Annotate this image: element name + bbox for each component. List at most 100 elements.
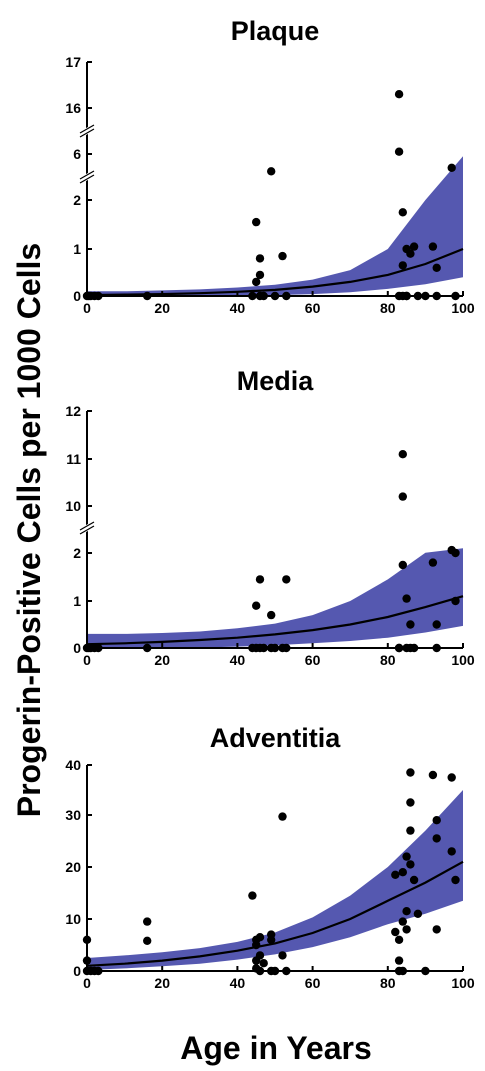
data-point — [398, 560, 407, 570]
data-point — [432, 620, 441, 629]
data-point — [252, 277, 261, 287]
fit-line — [86, 595, 464, 646]
y-axis-title: Progerin-Positive Cells per 1000 Cells — [11, 243, 47, 817]
panel-title: Media — [237, 366, 315, 396]
y-tick-label: 2 — [73, 545, 81, 561]
data-point — [278, 251, 287, 261]
x-tick-label: 80 — [380, 652, 396, 668]
y-tick-label: 12 — [65, 403, 81, 419]
data-point — [398, 450, 407, 459]
data-point — [255, 575, 265, 584]
data-point — [409, 242, 419, 251]
x-tick-label: 40 — [230, 975, 246, 991]
data-point — [259, 959, 268, 968]
data-point — [398, 492, 407, 501]
data-point — [398, 261, 407, 270]
data-point — [406, 826, 415, 835]
data-point — [252, 940, 261, 950]
panel-plaque: Plaque 0 1 2 6 16 17 0 20 40 60 80 100 — [65, 16, 474, 316]
y-tick-label: 17 — [65, 54, 81, 70]
x-tick-label: 0 — [83, 300, 91, 316]
data-point — [406, 860, 415, 869]
panel-adventitia: Adventitia 0 10 20 30 40 0 20 40 60 80 100 — [65, 723, 474, 991]
y-tick-label: 6 — [73, 146, 81, 162]
data-point — [447, 773, 456, 782]
data-point — [252, 217, 261, 227]
data-point — [451, 596, 460, 606]
data-point — [391, 927, 400, 937]
axis-break-mark — [78, 170, 96, 184]
data-point — [394, 956, 404, 965]
data-point — [143, 917, 152, 926]
confidence-band — [87, 790, 463, 970]
axis-break-mark — [78, 124, 96, 138]
data-point — [398, 917, 407, 926]
data-point — [143, 936, 152, 945]
data-point — [267, 935, 276, 944]
x-tick-label: 80 — [380, 975, 396, 991]
y-tick-label: 20 — [65, 859, 81, 875]
y-tick-label: 10 — [65, 911, 81, 927]
data-point — [391, 870, 400, 879]
data-point — [413, 909, 423, 918]
x-tick-label: 20 — [154, 300, 170, 316]
data-point — [432, 263, 441, 272]
panel-title: Adventitia — [210, 723, 342, 753]
data-point — [255, 951, 265, 960]
data-point — [428, 558, 438, 567]
data-point — [406, 798, 415, 807]
y-tick-label: 1 — [73, 241, 81, 257]
data-point — [252, 601, 261, 610]
x-tick-label: 60 — [305, 300, 321, 316]
x-tick-label: 0 — [83, 975, 91, 991]
confidence-band — [87, 156, 463, 296]
data-point — [451, 548, 460, 558]
data-point — [267, 610, 276, 620]
data-point — [394, 90, 404, 99]
x-tick-label: 20 — [154, 652, 170, 668]
x-tick-label: 0 — [83, 652, 91, 668]
panel-title: Plaque — [231, 16, 320, 46]
data-point — [255, 933, 265, 942]
data-point — [248, 891, 257, 900]
y-tick-label: 10 — [65, 498, 81, 514]
data-point — [406, 249, 415, 258]
data-point — [402, 852, 411, 861]
x-tick-label: 100 — [451, 652, 475, 668]
data-point — [255, 270, 265, 280]
x-tick-label: 20 — [154, 975, 170, 991]
data-point — [394, 935, 404, 944]
data-point — [447, 847, 456, 856]
data-point — [432, 816, 441, 825]
x-tick-label: 100 — [451, 975, 475, 991]
confidence-band — [87, 548, 463, 648]
data-point — [398, 208, 407, 217]
x-tick-label: 60 — [305, 652, 321, 668]
axis-break-mark — [78, 521, 96, 535]
data-point — [278, 951, 287, 960]
x-tick-label: 60 — [305, 975, 321, 991]
data-point — [451, 875, 460, 885]
y-tick-label: 0 — [73, 963, 81, 979]
x-tick-label: 80 — [380, 300, 396, 316]
data-point — [447, 163, 456, 172]
y-tick-label: 16 — [65, 100, 81, 116]
x-tick-label: 40 — [230, 300, 246, 316]
data-point — [278, 812, 287, 821]
y-tick-label: 40 — [65, 757, 81, 773]
y-tick-label: 30 — [65, 807, 81, 823]
x-tick-label: 100 — [451, 300, 475, 316]
data-point — [428, 770, 438, 780]
data-point — [282, 575, 291, 584]
y-tick-label: 1 — [73, 593, 81, 609]
x-axis-title: Age in Years — [180, 1030, 372, 1066]
data-point — [402, 925, 411, 934]
data-point — [255, 254, 265, 263]
data-point — [402, 594, 411, 603]
data-point — [406, 768, 415, 777]
y-tick-label: 0 — [73, 288, 81, 304]
fit-line — [86, 860, 464, 967]
data-point — [398, 868, 407, 877]
